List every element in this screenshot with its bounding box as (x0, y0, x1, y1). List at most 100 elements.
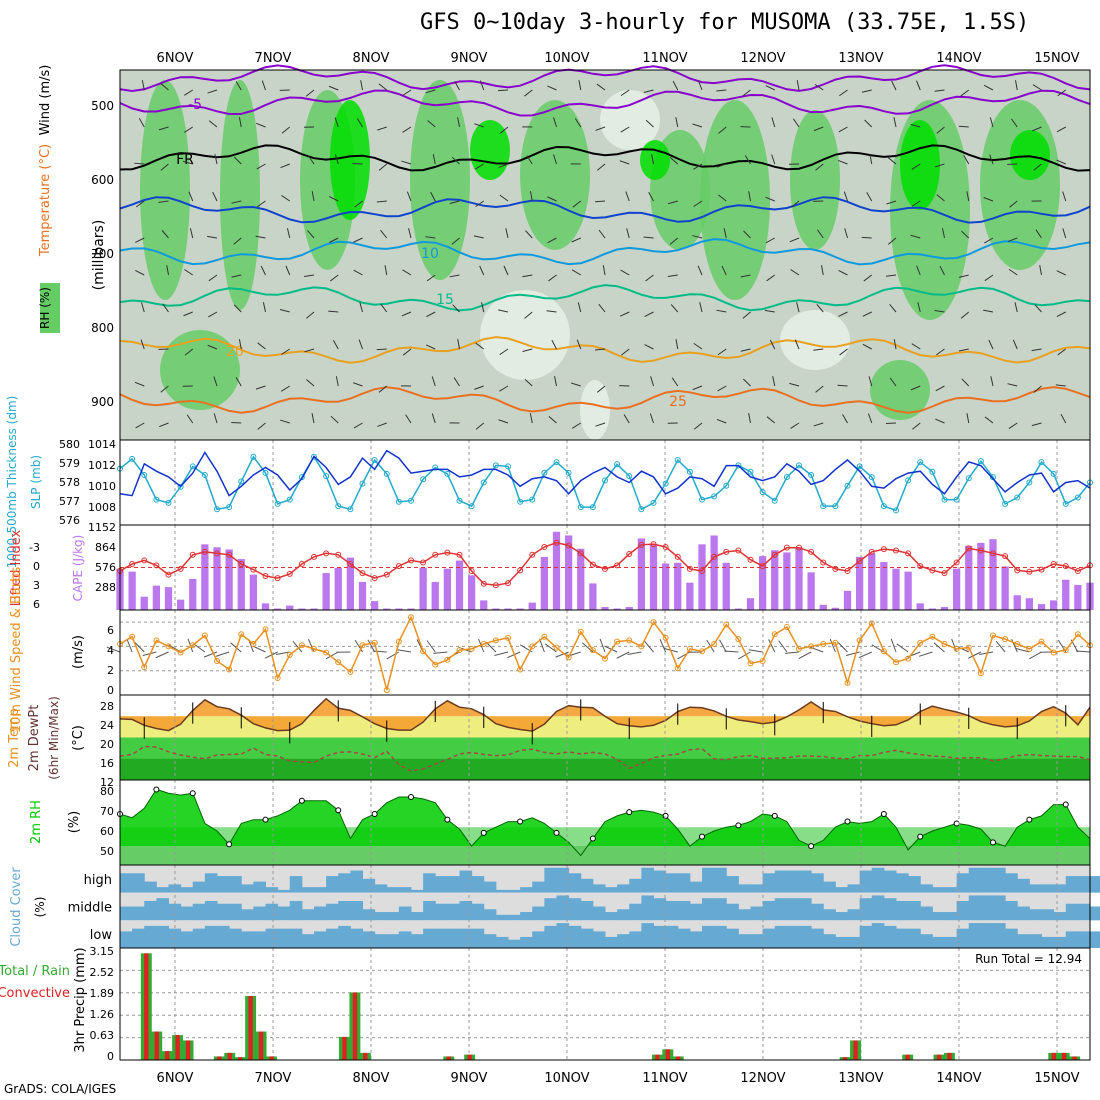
cloud-cell (932, 936, 945, 948)
cloud-cell (192, 881, 206, 893)
cloud-cell (1005, 900, 1018, 921)
wind-speed-line-point (759, 658, 766, 664)
cape-bar (164, 587, 173, 610)
wind-barb (771, 117, 776, 128)
precip-conv-bar (1061, 1052, 1067, 1060)
cloud-cell (338, 925, 351, 948)
cloud-cell (532, 881, 545, 893)
wind-barb (934, 310, 945, 313)
wind-barb (886, 200, 897, 205)
wind-speed-line-point (771, 631, 778, 638)
slp-line-point (492, 462, 499, 469)
cloud-cell (993, 867, 1006, 893)
wind-barb (405, 414, 412, 424)
wind-barb (524, 378, 533, 387)
slp-line-point (468, 503, 475, 510)
isotherm-line (119, 89, 1091, 117)
cloud-cell (980, 867, 994, 893)
cloud-cell (314, 931, 327, 948)
wind-barb (650, 376, 654, 387)
slp-line-point (1014, 494, 1021, 501)
slp-line-point (1026, 479, 1033, 486)
wind-barb (406, 191, 412, 202)
cloud-cell (799, 925, 812, 948)
cloud-cell (847, 909, 861, 921)
cloud-cell (774, 870, 788, 893)
cloud-cell (277, 906, 291, 921)
cloud-cell (605, 912, 618, 921)
cloud-cell (762, 928, 776, 948)
cloud-cell (786, 925, 800, 948)
cloud-cell (508, 914, 521, 921)
wind-barb (207, 235, 218, 239)
wind-barb (498, 419, 509, 424)
cape-bar (771, 550, 779, 610)
wind-speed-line-point (359, 642, 366, 649)
cape-bar (977, 542, 985, 610)
wind-barb-10m (968, 651, 982, 659)
cloud-cell (120, 873, 133, 893)
cloud-cell (1041, 884, 1055, 893)
wind-barb (838, 311, 848, 317)
wind-barb (958, 125, 969, 128)
wind-barb (1014, 302, 1018, 313)
wind-barb (356, 118, 363, 128)
cloud-cell (532, 931, 545, 948)
cape-bar (601, 607, 609, 610)
wind-barb (285, 265, 291, 276)
slp-line-point (929, 468, 936, 475)
wind-barb (941, 228, 945, 239)
cloud-cell (459, 870, 473, 893)
date-label-top: 11NOV (642, 51, 687, 66)
cloud-cell (1065, 903, 1079, 921)
wind-speed-line-point (832, 639, 839, 646)
rh-point (953, 820, 960, 827)
cloud-row-label: high (84, 873, 112, 888)
precip-conv-bar (185, 1040, 191, 1060)
rh-point (771, 812, 778, 819)
cape-bar (370, 601, 379, 610)
temperature-legend: Temperature (°C) (38, 144, 53, 257)
cloud-cell (229, 903, 242, 921)
wind-barb (451, 156, 460, 165)
wind-barb (548, 416, 557, 424)
wind-barb (1007, 163, 1018, 166)
wind-barb (598, 303, 606, 313)
wind-barb (162, 303, 169, 313)
wind-barb (594, 200, 606, 203)
precip-conv-bar (238, 1057, 243, 1060)
wind-barb (431, 376, 436, 387)
wind-speed-line-point (1038, 638, 1045, 645)
cloud-cell (483, 934, 497, 948)
wind-barb-10m (778, 640, 788, 653)
wind-barb-10m (134, 641, 145, 653)
wind-barb (839, 89, 848, 97)
slp-line-point (517, 498, 524, 505)
cloud-cell (762, 900, 776, 921)
cape-bar (928, 608, 937, 610)
wind-barb (620, 89, 630, 97)
wind-barb (790, 422, 800, 429)
wind-barb (188, 191, 194, 202)
wind-barb-10m (896, 643, 909, 653)
date-label-bottom: 9NOV (451, 1071, 488, 1086)
date-label-bottom: 11NOV (642, 1071, 687, 1086)
cloud-cell (386, 887, 400, 893)
slp-line-point (953, 496, 960, 503)
cape-bar (1013, 595, 1021, 610)
slp-line-point (1038, 459, 1045, 466)
slp-line-point (965, 475, 972, 482)
date-label-top: 8NOV (353, 51, 390, 66)
wind-barb (1057, 89, 1067, 97)
wind-speed-line-point (505, 634, 511, 641)
cloud-cell (774, 898, 788, 921)
wind-barb (742, 89, 751, 97)
wind-speed-line-point (177, 649, 184, 656)
wind-barb-10m (719, 639, 727, 653)
wind-tick: 4 (107, 644, 114, 657)
wind-barb (916, 80, 921, 91)
isotherm-line (119, 284, 1091, 312)
cloud-cell (980, 895, 994, 921)
wind-barb (1032, 84, 1042, 91)
cloud-cell (859, 870, 873, 893)
